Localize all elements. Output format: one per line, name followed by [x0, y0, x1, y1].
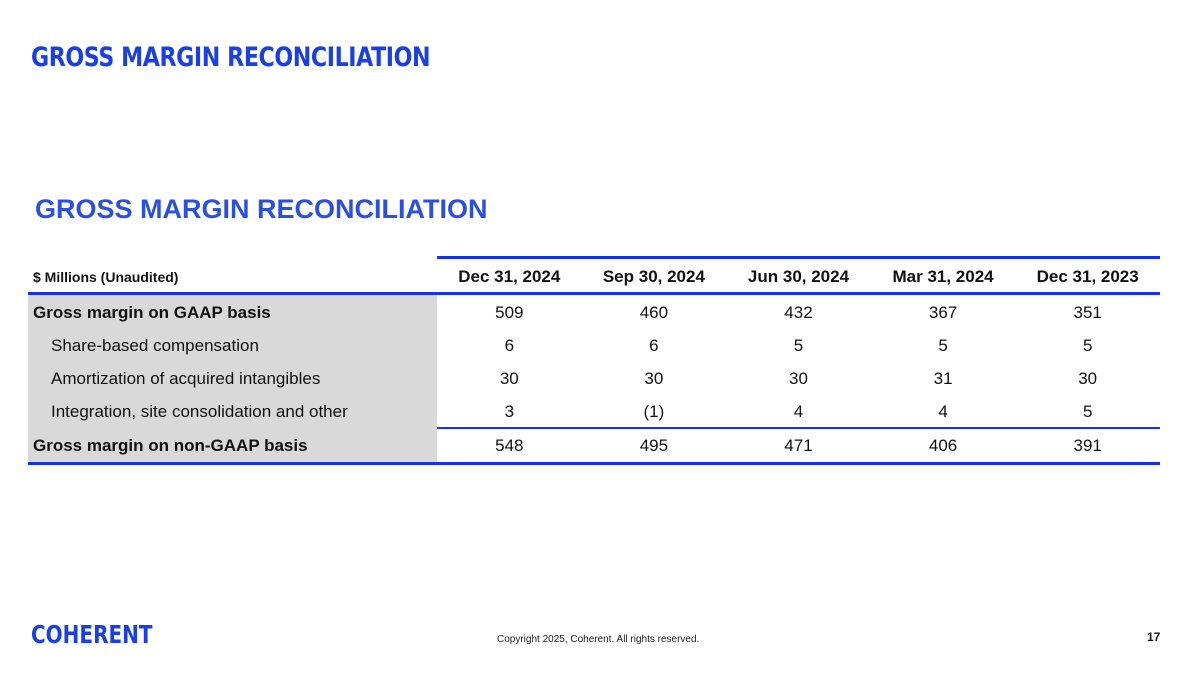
row-label: Gross margin on non-GAAP basis [33, 435, 308, 455]
cell: 5 [1082, 401, 1093, 421]
column-header: Jun 30, 2024 [747, 267, 850, 286]
coherent-logo: COHERENT [31, 620, 153, 649]
cell: 30 [644, 368, 664, 388]
column-header: Dec 31, 2024 [458, 267, 561, 286]
cell: 471 [784, 435, 813, 455]
cell: (1) [643, 401, 665, 421]
cell: 30 [789, 368, 808, 388]
table-header: $ Millions (Unaudited) Dec 31, 2024 Sep … [28, 260, 1160, 294]
divider [28, 462, 1160, 465]
cell: 432 [784, 302, 813, 322]
cell: 460 [639, 302, 669, 322]
table-row: Gross margin on non-GAAP basis 548 495 4… [28, 429, 1160, 462]
cell: 495 [639, 435, 669, 455]
row-label: Amortization of acquired intangibles [51, 368, 321, 388]
label-column-shade [28, 295, 437, 463]
row-label: Gross margin on GAAP basis [33, 302, 271, 322]
column-header: Dec 31, 2023 [1036, 267, 1139, 286]
cell: 30 [1078, 368, 1098, 388]
unit-label: $ Millions (Unaudited) [33, 269, 179, 285]
cell: 391 [1073, 435, 1102, 455]
divider [437, 256, 1160, 259]
cell: 4 [793, 401, 804, 421]
cell: 406 [928, 435, 958, 455]
cell: 5 [938, 335, 948, 355]
cell: 30 [499, 368, 519, 388]
page-number: 17 [1147, 630, 1161, 644]
cell: 4 [938, 401, 948, 421]
cell: 351 [1073, 302, 1102, 322]
table-row: Gross margin on GAAP basis 509 460 432 3… [28, 296, 1160, 329]
column-header: Mar 31, 2024 [892, 267, 994, 286]
cell: 6 [649, 335, 659, 355]
cell: 548 [495, 435, 524, 455]
slide-title: GROSS MARGIN RECONCILIATION [31, 42, 431, 73]
row-label: Integration, site consolidation and othe… [51, 401, 348, 421]
divider [28, 292, 1160, 295]
copyright: Copyright 2025, Coherent. All rights res… [497, 634, 700, 645]
table-row: Integration, site consolidation and othe… [28, 395, 1160, 428]
cell: 5 [1082, 335, 1093, 355]
cell: 509 [495, 302, 524, 322]
table-row: Amortization of acquired intangibles 30 … [28, 362, 1160, 395]
cell: 6 [504, 335, 515, 355]
cell: 31 [933, 368, 953, 388]
divider [437, 427, 1160, 429]
column-header: Sep 30, 2024 [602, 267, 705, 286]
row-label: Share-based compensation [51, 335, 259, 355]
cell: 367 [928, 302, 958, 322]
table-title: GROSS MARGIN RECONCILIATION [35, 194, 488, 224]
table-row: Share-based compensation 6 6 5 5 5 [28, 329, 1160, 362]
cell: 5 [793, 335, 804, 355]
cell: 3 [504, 401, 515, 421]
